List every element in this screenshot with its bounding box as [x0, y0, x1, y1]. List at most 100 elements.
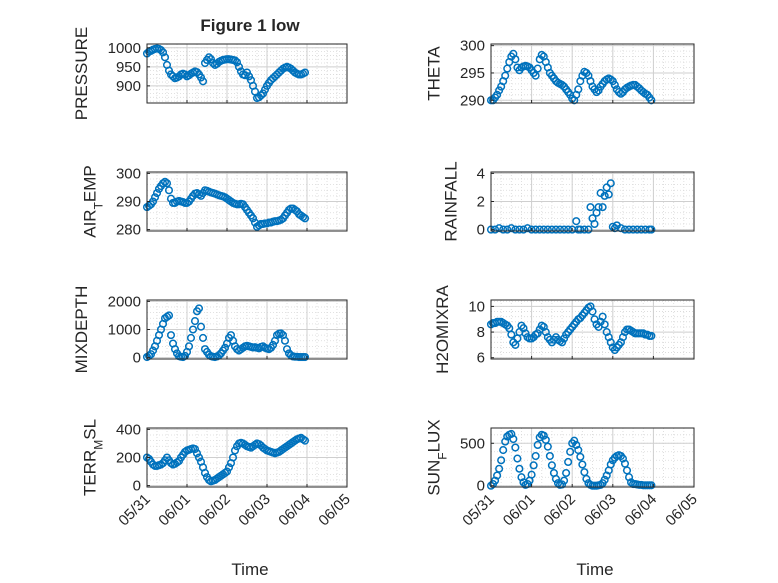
data-point [521, 329, 530, 338]
data-point [582, 474, 591, 483]
y-tick-label: 2000 [108, 293, 141, 310]
data-point [616, 89, 625, 98]
data-point [531, 451, 540, 461]
data-point [533, 440, 542, 450]
data-point [497, 456, 506, 465]
data-point [564, 225, 573, 234]
x-tick-label: 06/01 [500, 491, 539, 530]
y-tick-label: 300 [460, 38, 485, 55]
data-point [600, 191, 609, 200]
subplot-sun_flux: 0 500 05/31 06/01 06/02 06/03 06/04 06/05 SUNFLU… [425, 419, 701, 529]
data-point [280, 336, 290, 345]
y-axis-label-subscript: M [92, 440, 106, 450]
data-point [539, 431, 548, 440]
data-point [555, 225, 565, 234]
data-point [513, 454, 522, 463]
data-point [580, 225, 589, 234]
data-point [566, 447, 575, 456]
data-point [511, 443, 520, 452]
data-point [503, 225, 512, 234]
y-tick-label: 500 [460, 435, 485, 452]
data-point [248, 214, 258, 223]
data-point [527, 470, 536, 479]
y-axis-label: AIRTEMP [81, 165, 106, 238]
x-tick-label: 05/31 [115, 491, 154, 530]
y-tick-label: 295 [460, 65, 485, 82]
data-point [543, 442, 552, 451]
subplot-h2omixra: 6 8 10 H2OMIXRA [433, 284, 695, 374]
y-tick-label: 8 [477, 324, 485, 341]
y-axis-label: MIXDEPTH [72, 286, 91, 374]
data-point [633, 225, 642, 234]
data-point [300, 352, 310, 362]
x-tick-label: 05/31 [459, 491, 498, 530]
data-point [200, 468, 210, 478]
y-tick-label: 950 [116, 59, 141, 76]
data-point [194, 304, 204, 313]
data-point [184, 342, 194, 351]
y-axis-label-part: EMP [81, 165, 100, 202]
data-point [166, 331, 176, 340]
data-point [276, 329, 286, 338]
y-tick-label: 290 [460, 92, 485, 109]
plot-area [491, 428, 694, 487]
data-point [647, 96, 656, 105]
x-tick-label: 06/05 [315, 491, 354, 530]
data-point [547, 461, 556, 470]
y-tick-label: 2 [477, 194, 485, 211]
data-point [600, 475, 609, 484]
y-tick-label: 400 [116, 421, 141, 438]
data-point [204, 53, 214, 62]
y-tick-label: 1000 [108, 322, 141, 339]
data-point [606, 75, 615, 84]
data-point [590, 219, 599, 229]
data-point [158, 48, 168, 57]
y-axis-label-subscript: F [436, 452, 450, 459]
data-point [637, 225, 646, 234]
data-point [186, 333, 196, 342]
data-point [560, 225, 569, 234]
data-point [222, 467, 232, 476]
data-point [564, 457, 573, 467]
x-tick-label: 06/04 [275, 491, 314, 530]
data-point [574, 85, 583, 94]
axes-box [490, 43, 695, 104]
y-tick-label: 6 [477, 350, 485, 367]
y-tick-label: 300 [116, 165, 141, 182]
y-tick-label: 0 [133, 350, 141, 367]
data-point [300, 436, 310, 445]
y-axis-label-part: SUN [425, 460, 444, 496]
data-point [531, 71, 540, 80]
y-axis-label-part: THETA [425, 46, 444, 101]
axes-box [490, 427, 695, 488]
y-tick-label: 1000 [108, 40, 141, 57]
y-tick-label: 200 [116, 450, 141, 467]
data-point [190, 445, 200, 454]
y-tick-label: 900 [116, 78, 141, 95]
data-point [256, 91, 266, 100]
data-point [533, 64, 542, 73]
data-point [493, 90, 502, 99]
data-point [539, 225, 548, 234]
data-point [551, 225, 561, 234]
data-point [543, 225, 552, 234]
data-point [576, 225, 585, 234]
data-point [600, 320, 609, 329]
data-point [588, 307, 597, 316]
data-point [300, 214, 310, 223]
data-point [594, 203, 603, 212]
data-point [148, 346, 158, 355]
data-point [268, 340, 278, 350]
data-point [572, 217, 581, 226]
y-axis-label-part: PRESSURE [72, 27, 91, 121]
data-point [188, 325, 198, 334]
axes-box [146, 43, 348, 104]
data-point [519, 225, 528, 234]
data-point [160, 53, 170, 62]
data-point [547, 225, 556, 234]
x-axis-label-left: Time [231, 560, 268, 579]
axes-box [490, 299, 695, 360]
y-axis-label: SUNFLUX [425, 419, 450, 495]
